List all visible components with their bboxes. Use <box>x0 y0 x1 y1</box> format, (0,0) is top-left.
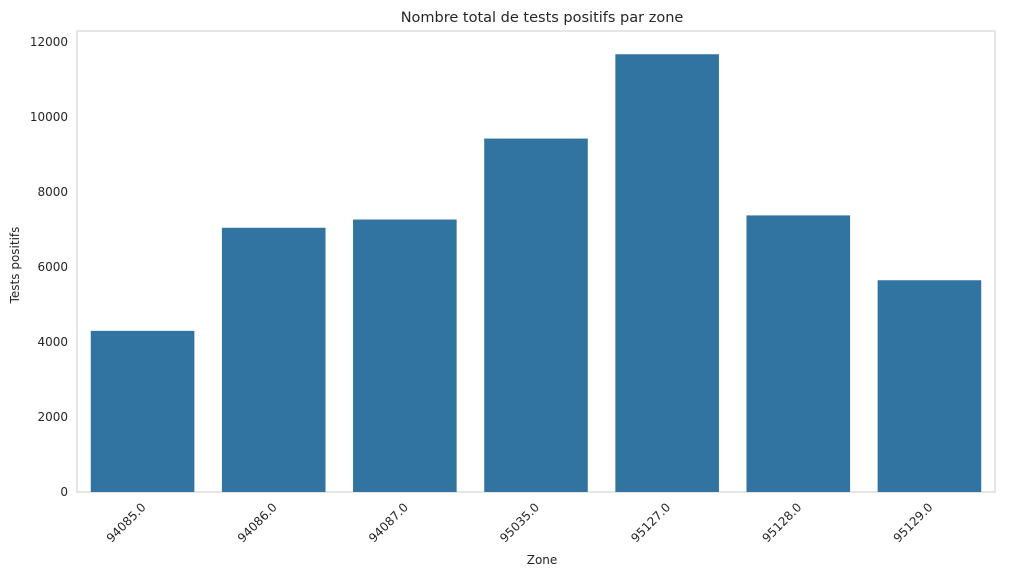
x-axis-ticks: 94085.0 94086.0 94087.0 95035.0 95127.0 95128… <box>104 500 936 545</box>
y-tick-label: 10000 <box>30 110 68 124</box>
x-tick-label: 95035.0 <box>497 500 542 545</box>
x-tick-label: 94086.0 <box>235 500 280 545</box>
bar-95127.0 <box>615 54 719 493</box>
y-tick-label: 4000 <box>37 335 68 349</box>
x-axis-label: Zone <box>527 553 558 567</box>
y-tick-label: 8000 <box>37 185 68 199</box>
y-tick-label: 2000 <box>37 410 68 424</box>
y-tick-label: 12000 <box>30 35 68 49</box>
x-tick-label: 95127.0 <box>628 500 673 545</box>
bar-94087.0 <box>353 219 457 492</box>
bar-95129.0 <box>877 280 982 492</box>
bars-group <box>90 54 982 493</box>
x-tick-label: 94085.0 <box>104 500 149 545</box>
bar-95035.0 <box>484 138 588 493</box>
x-tick-label: 95128.0 <box>759 500 804 545</box>
y-tick-label: 0 <box>60 485 68 499</box>
y-tick-label: 6000 <box>37 260 68 274</box>
y-axis-ticks: 0 2000 4000 6000 8000 10000 12000 <box>30 35 68 499</box>
x-tick-label: 95129.0 <box>891 500 936 545</box>
x-tick-label: 94087.0 <box>366 500 411 545</box>
bar-95128.0 <box>746 215 851 492</box>
bar-94085.0 <box>90 330 195 492</box>
y-axis-label: Tests positifs <box>8 227 22 305</box>
bar-94086.0 <box>221 227 326 492</box>
chart-title: Nombre total de tests positifs par zone <box>401 10 684 26</box>
